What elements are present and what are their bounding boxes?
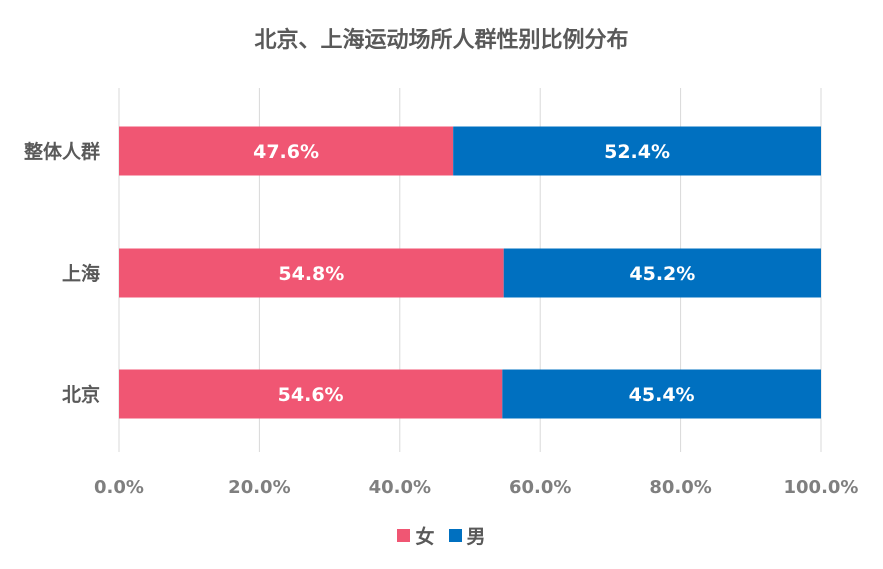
legend-label-male: 男: [466, 526, 486, 548]
chart-title: 北京、上海运动场所人群性别比例分布: [254, 28, 629, 53]
legend: 女 男: [0, 522, 883, 549]
data-label: 54.8%: [278, 263, 344, 285]
bar-male: [503, 248, 821, 298]
legend-swatch-male: [448, 529, 462, 542]
legend-swatch-female: [397, 529, 411, 542]
bar-female: [119, 248, 504, 298]
category-label: 北京: [62, 383, 100, 406]
bar-female: [119, 369, 503, 419]
bar-male: [453, 126, 821, 176]
x-tick-label: 60.0%: [509, 477, 571, 498]
x-tick-label: 20.0%: [228, 477, 290, 498]
x-tick-label: 0.0%: [94, 477, 144, 498]
bar-male: [502, 369, 821, 419]
data-label: 45.4%: [629, 384, 695, 406]
data-label: 52.4%: [604, 141, 670, 163]
x-tick-label: 80.0%: [649, 477, 711, 498]
data-label: 47.6%: [253, 141, 319, 163]
x-tick-label: 40.0%: [369, 477, 431, 498]
x-tick-label: 100.0%: [784, 477, 859, 498]
category-label: 上海: [62, 262, 100, 285]
legend-item-female: 女: [397, 522, 435, 549]
category-label: 整体人群: [24, 140, 100, 163]
legend-item-male: 男: [448, 522, 486, 549]
legend-label-female: 女: [415, 526, 435, 548]
data-label: 45.2%: [629, 263, 695, 285]
data-label: 54.6%: [278, 384, 344, 406]
bar-female: [119, 126, 454, 176]
